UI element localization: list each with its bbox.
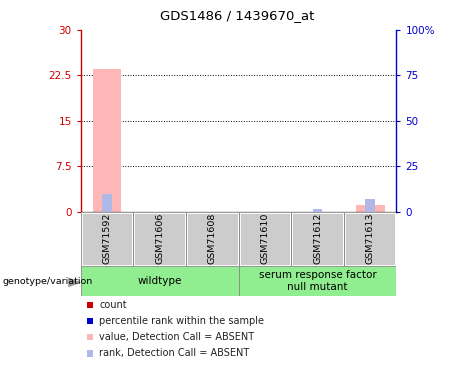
Bar xyxy=(366,199,375,212)
Bar xyxy=(186,212,239,266)
Polygon shape xyxy=(68,278,81,287)
Bar xyxy=(102,194,112,212)
Text: value, Detection Call = ABSENT: value, Detection Call = ABSENT xyxy=(99,332,254,342)
Bar xyxy=(344,212,396,266)
Text: wildtype: wildtype xyxy=(137,276,182,286)
Text: GDS1486 / 1439670_at: GDS1486 / 1439670_at xyxy=(160,9,314,22)
Bar xyxy=(81,212,133,266)
Bar xyxy=(133,212,186,266)
Text: GSM71606: GSM71606 xyxy=(155,212,164,264)
Bar xyxy=(133,212,186,266)
Bar xyxy=(239,212,291,266)
Bar xyxy=(239,266,396,296)
Bar xyxy=(93,69,121,212)
Text: GSM71613: GSM71613 xyxy=(366,212,375,264)
Text: GSM71592: GSM71592 xyxy=(102,212,112,264)
Text: percentile rank within the sample: percentile rank within the sample xyxy=(99,316,264,326)
Bar xyxy=(239,212,291,266)
Bar xyxy=(87,302,93,308)
Text: GSM71612: GSM71612 xyxy=(313,212,322,264)
Bar xyxy=(81,212,133,266)
Bar xyxy=(291,212,344,266)
Text: GSM71610: GSM71610 xyxy=(260,212,269,264)
Text: count: count xyxy=(99,300,127,309)
Bar xyxy=(186,212,239,266)
Bar xyxy=(87,318,93,324)
Bar xyxy=(291,212,344,266)
Text: GSM71608: GSM71608 xyxy=(208,212,217,264)
Bar xyxy=(87,334,93,340)
Bar xyxy=(344,212,396,266)
Text: serum response factor
null mutant: serum response factor null mutant xyxy=(259,270,376,292)
Text: genotype/variation: genotype/variation xyxy=(2,278,93,286)
Bar xyxy=(313,209,322,212)
Text: rank, Detection Call = ABSENT: rank, Detection Call = ABSENT xyxy=(99,348,249,358)
Bar xyxy=(81,266,239,296)
Bar xyxy=(356,205,384,212)
Bar xyxy=(87,350,93,357)
